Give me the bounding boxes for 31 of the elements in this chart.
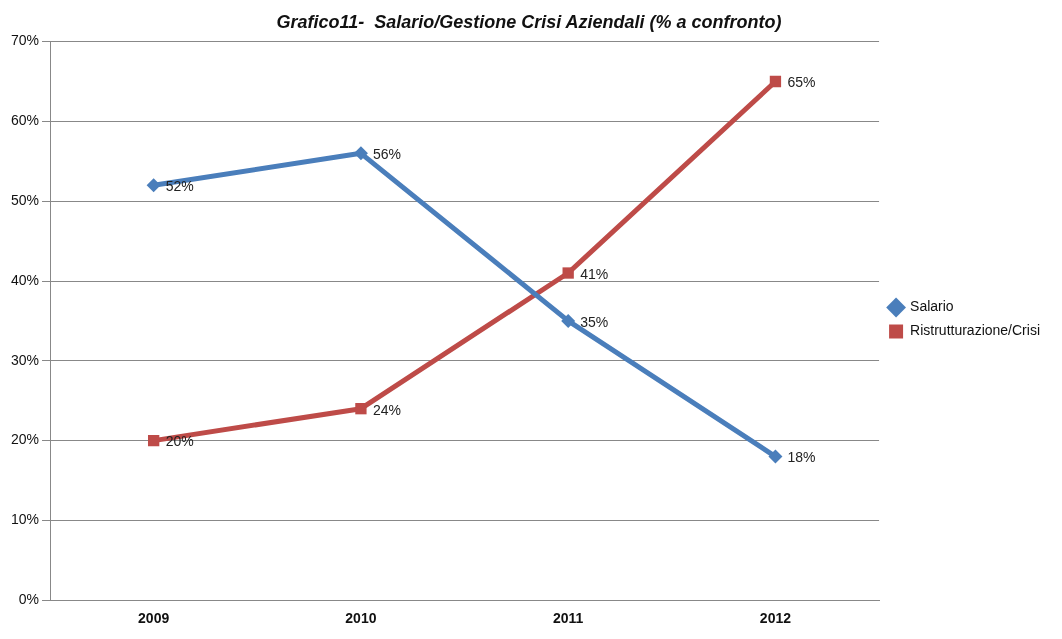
point — [768, 449, 783, 464]
x-tick-label: 2010 — [345, 610, 377, 627]
y-tick-label: 40% — [10, 271, 40, 288]
data-label: 52% — [165, 178, 194, 195]
data-label: 65% — [787, 74, 816, 91]
legend-label: Salario — [910, 298, 954, 315]
point — [769, 75, 782, 88]
legend-label: Ristrutturazione/Crisi — [910, 322, 1041, 339]
y-tick-label: 60% — [10, 112, 40, 129]
data-label: 18% — [787, 449, 816, 466]
point — [353, 146, 368, 161]
y-tick-label: 70% — [10, 32, 40, 49]
x-tick-label: 2011 — [552, 610, 584, 627]
data-label: 24% — [372, 401, 401, 418]
point — [146, 178, 161, 193]
chart-title: Grafico11- Salario/Gestione Crisi Aziendali (% a confronto) — [276, 11, 782, 32]
point — [562, 267, 574, 279]
point — [561, 313, 576, 328]
point — [148, 434, 160, 447]
y-tick-label: 10% — [10, 511, 40, 528]
data-label: 35% — [580, 313, 609, 330]
point — [355, 403, 367, 415]
data-label: 20% — [165, 433, 194, 450]
data-label: 41% — [580, 265, 609, 282]
x-tick-label: 2009 — [138, 610, 170, 627]
y-tick-label: 30% — [10, 351, 40, 368]
data-label: 56% — [372, 146, 401, 163]
x-tick-label: 2012 — [759, 610, 792, 627]
y-tick-label: 50% — [10, 192, 40, 209]
y-tick-label: 0% — [18, 591, 40, 608]
y-tick-label: 20% — [10, 431, 40, 448]
